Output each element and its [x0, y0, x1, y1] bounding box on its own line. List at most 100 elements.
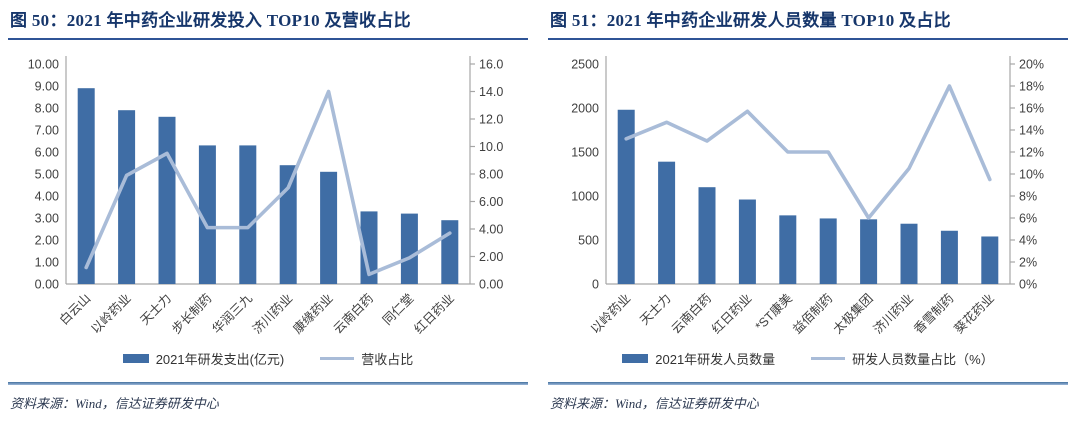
- category-label: 葵花药业: [951, 291, 997, 337]
- right-axis-tick-label: 14%: [1019, 124, 1044, 138]
- bar-太极集团: [860, 219, 878, 284]
- category-label: 同仁堂: [380, 291, 416, 327]
- right-axis-tick-label: 10.0: [479, 140, 503, 154]
- left-axis-tick-label: 500: [578, 234, 599, 248]
- category-label: 太极集团: [830, 291, 876, 337]
- bar-益佰制药: [819, 218, 837, 284]
- category-label: 云南白药: [330, 291, 376, 337]
- category-label: 天士力: [637, 291, 673, 327]
- left-axis-tick-label: 2500: [571, 58, 599, 72]
- right-axis-tick-label: 0%: [1019, 278, 1037, 292]
- legend-item-line: 营收占比: [320, 349, 413, 368]
- left-axis-tick-label: 1.00: [35, 256, 59, 270]
- category-label: 益佰制药: [790, 291, 835, 336]
- bar-华润三九: [239, 145, 257, 284]
- left-axis-tick-label: 4.00: [35, 190, 59, 204]
- bar-白云山: [77, 88, 95, 284]
- bar-康缘药业: [320, 171, 338, 284]
- left-axis-tick-label: 1000: [571, 190, 599, 204]
- bar-*ST康美: [779, 215, 797, 284]
- category-label: 红日药业: [411, 291, 457, 337]
- legend-item-line: 研发人员数量占比（%）: [811, 349, 994, 368]
- bar-云南白药: [360, 211, 378, 284]
- bar-济川药业: [279, 165, 297, 284]
- category-label: 红日药业: [709, 291, 755, 337]
- left-axis-tick-label: 0.00: [35, 278, 59, 292]
- figure-51-source: 资料来源：Wind，信达证券研发中心: [550, 396, 759, 411]
- right-axis-tick-label: 2%: [1019, 256, 1037, 270]
- category-label: 以岭药业: [588, 291, 633, 336]
- source-divider: [8, 382, 528, 385]
- right-axis-tick-label: 6.00: [479, 195, 503, 209]
- legend-item-bar: 2021年研发支出(亿元): [122, 349, 285, 368]
- left-axis-tick-label: 6.00: [35, 146, 59, 160]
- line-series-label: 营收占比: [361, 351, 414, 367]
- left-axis-tick-label: 1500: [571, 146, 599, 160]
- category-label: 以岭药业: [88, 291, 133, 336]
- figure-50-title: 图 50：2021 年中药企业研发投入 TOP10 及营收占比: [8, 6, 528, 40]
- right-axis-tick-label: 16%: [1019, 102, 1044, 116]
- category-label: 济川药业: [870, 291, 916, 337]
- right-axis-tick-label: 4%: [1019, 234, 1037, 248]
- right-axis-tick-label: 14.0: [479, 85, 503, 99]
- left-axis-tick-label: 2.00: [35, 234, 59, 248]
- bar-series-swatch-icon: [122, 353, 149, 363]
- left-axis-tick-label: 7.00: [35, 124, 59, 138]
- right-axis-tick-label: 4.00: [479, 223, 503, 237]
- figure-50: 图 50：2021 年中药企业研发投入 TOP10 及营收占比 0.00 1.00…: [8, 6, 528, 411]
- left-axis-tick-label: 3.00: [35, 212, 59, 226]
- category-label: *ST康美: [752, 291, 795, 334]
- line-series-swatch-icon: [811, 356, 846, 360]
- right-axis-tick-label: 6%: [1019, 212, 1037, 226]
- right-axis-tick-label: 12.0: [479, 113, 503, 127]
- line-series-label: 研发人员数量占比（%）: [852, 351, 994, 367]
- category-label: 白云山: [56, 291, 93, 328]
- right-axis-tick-label: 18%: [1019, 80, 1044, 94]
- figure-51-legend: 2021年研发人员数量 研发人员数量占比（%）: [548, 347, 1068, 369]
- right-axis-tick-label: 2.00: [479, 250, 503, 264]
- left-axis-tick-label: 0: [592, 278, 599, 292]
- right-axis-tick-label: 8%: [1019, 190, 1037, 204]
- bar-葵花药业: [981, 236, 999, 284]
- category-label: 香雪制药: [911, 291, 956, 336]
- figure-50-source: 资料来源：Wind，信达证券研发中心: [10, 396, 219, 411]
- bar-云南白药: [698, 187, 716, 284]
- bar-香雪制药: [940, 230, 958, 284]
- left-axis-tick-label: 10.00: [28, 58, 59, 72]
- figure-51-title: 图 51：2021 年中药企业研发人员数量 TOP10 及占比: [548, 6, 1068, 40]
- bar-济川药业: [900, 223, 918, 284]
- left-axis-tick-label: 5.00: [35, 168, 59, 182]
- right-axis-tick-label: 16.0: [479, 58, 503, 72]
- category-label: 济川药业: [249, 291, 295, 337]
- left-axis-tick-label: 8.00: [35, 102, 59, 116]
- right-axis-tick-label: 12%: [1019, 146, 1044, 160]
- bar-天士力: [158, 116, 176, 284]
- bar-以岭药业: [617, 109, 635, 284]
- right-axis-tick-label: 20%: [1019, 58, 1044, 72]
- category-label: 步长制药: [169, 291, 214, 336]
- left-axis-tick-label: 9.00: [35, 80, 59, 94]
- figure-51: 图 51：2021 年中药企业研发人员数量 TOP10 及占比 0 500 1000…: [540, 0, 1080, 428]
- source-divider: [548, 382, 1068, 385]
- trend-line: [624, 84, 992, 220]
- category-label: 天士力: [138, 291, 174, 327]
- bar-series-label: 2021年研发人员数量: [655, 351, 776, 367]
- category-label: 康缘药业: [290, 291, 336, 337]
- trend-line: [84, 89, 452, 277]
- line-series-swatch-icon: [320, 356, 355, 360]
- right-axis-tick-label: 0.00: [479, 278, 503, 292]
- category-label: 华润三九: [209, 290, 255, 336]
- right-axis-tick-label: 10%: [1019, 168, 1044, 182]
- bar-步长制药: [198, 145, 216, 284]
- right-axis-tick-label: 8.00: [479, 168, 503, 182]
- category-label: 云南白药: [668, 291, 714, 337]
- bar-以岭药业: [118, 110, 136, 284]
- bar-series-label: 2021年研发支出(亿元): [155, 351, 285, 367]
- figure-50-legend: 2021年研发支出(亿元) 营收占比: [8, 347, 528, 369]
- bar-红日药业: [738, 199, 756, 284]
- rd-headcount-chart: 0 500 1000 1500 2000 2500 0% 2% 4% 6% 8% 10% 12% 14% 1…: [571, 56, 1044, 337]
- bar-series-swatch-icon: [622, 353, 649, 363]
- bar-红日药业: [441, 220, 459, 284]
- bar-天士力: [658, 161, 676, 284]
